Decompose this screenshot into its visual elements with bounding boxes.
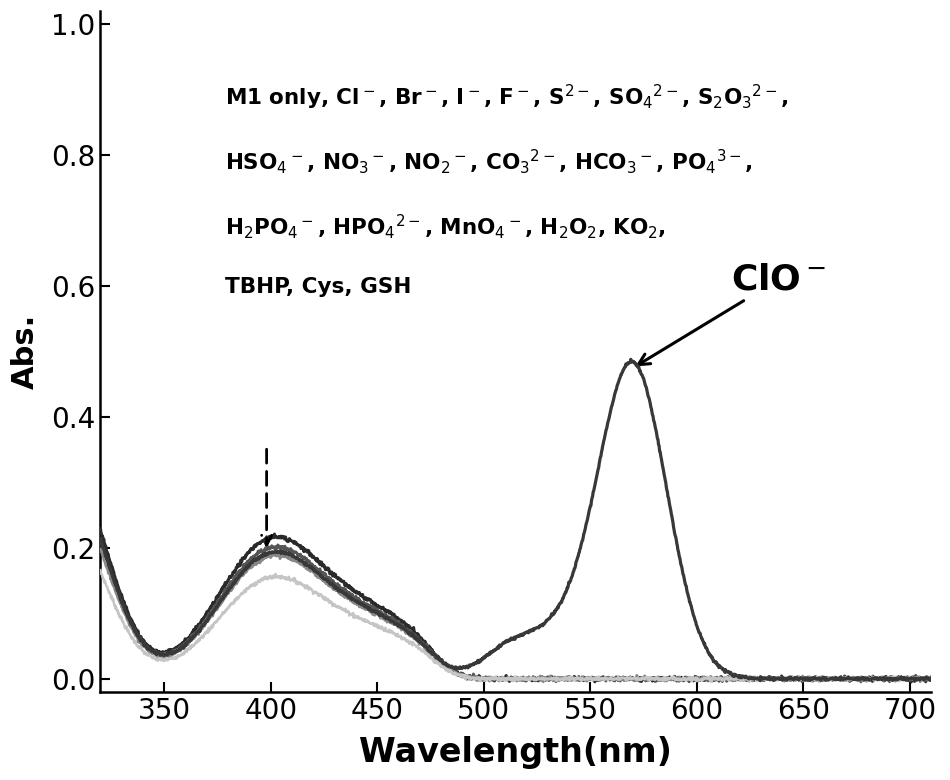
Text: HSO$_4$$^-$, NO$_3$$^-$, NO$_2$$^-$, CO$_3$$^{2-}$, HCO$_3$$^-$, PO$_4$$^{3-}$,: HSO$_4$$^-$, NO$_3$$^-$, NO$_2$$^-$, CO$… xyxy=(225,147,753,176)
X-axis label: Wavelength(nm): Wavelength(nm) xyxy=(359,736,673,769)
Text: TBHP, Cys, GSH: TBHP, Cys, GSH xyxy=(225,277,411,296)
Text: H$_2$PO$_4$$^-$, HPO$_4$$^{2-}$, MnO$_4$$^-$, H$_2$O$_2$, KO$_2$,: H$_2$PO$_4$$^-$, HPO$_4$$^{2-}$, MnO$_4$… xyxy=(225,212,666,241)
Y-axis label: Abs.: Abs. xyxy=(11,314,40,389)
Text: M1 only, Cl$^-$, Br$^-$, I$^-$, F$^-$, S$^{2-}$, SO$_4$$^{2-}$, S$_2$O$_3$$^{2-}: M1 only, Cl$^-$, Br$^-$, I$^-$, F$^-$, S… xyxy=(225,83,788,112)
Text: ClO$^-$: ClO$^-$ xyxy=(638,263,826,365)
